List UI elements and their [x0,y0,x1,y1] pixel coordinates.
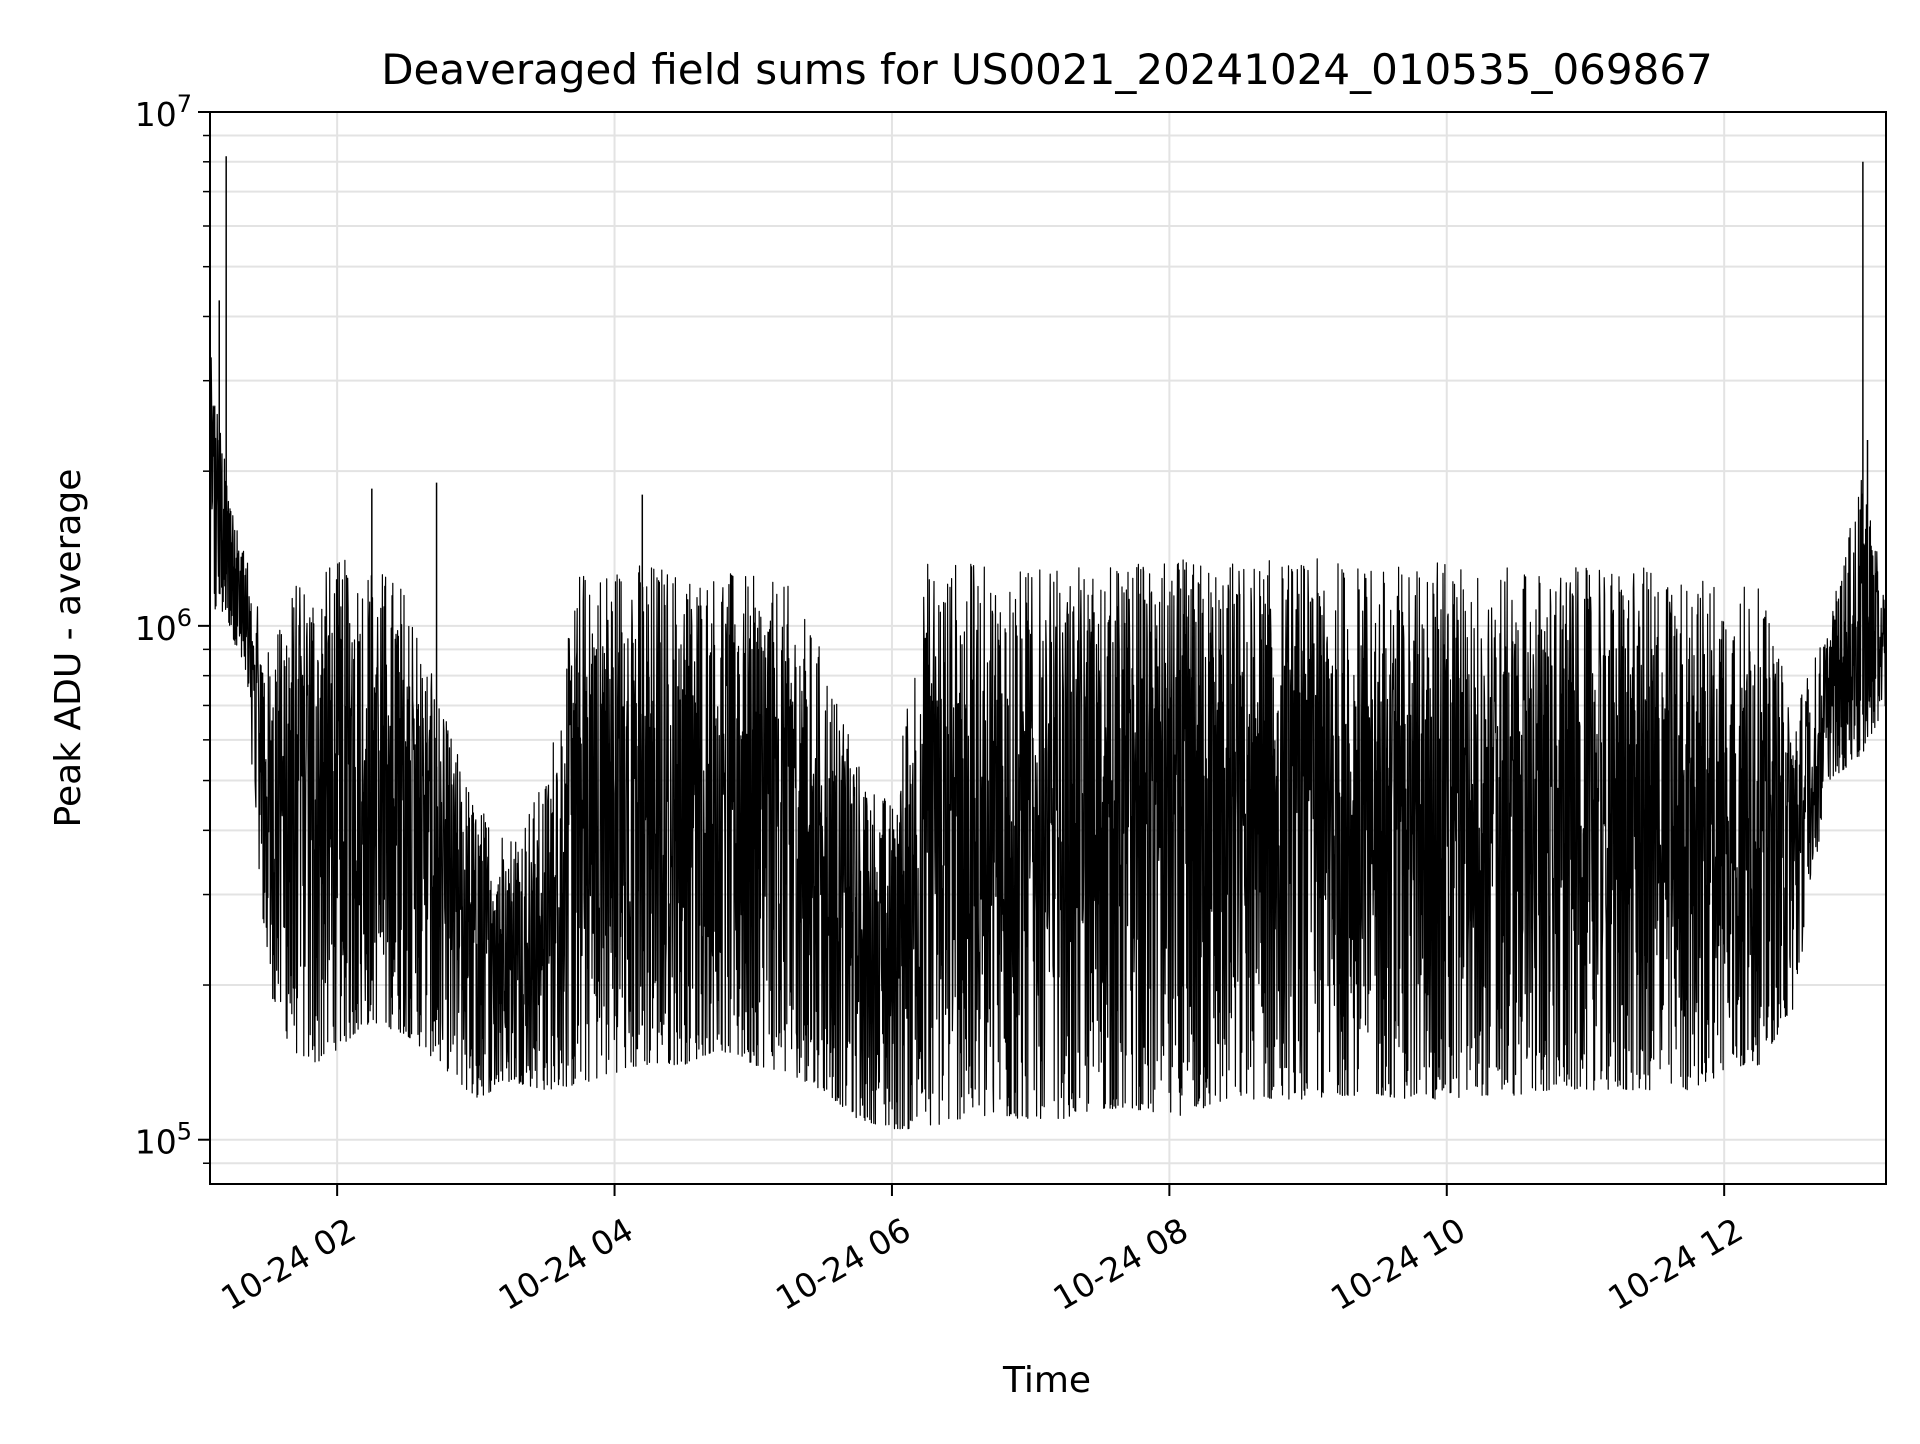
y-tick-label: 105 [135,1118,192,1162]
plot-frame [209,111,1887,1185]
y-tick-label: 107 [135,90,192,134]
chart-title: Deaveraged field sums for US0021_2024102… [381,45,1713,94]
series-line [210,357,1886,1130]
y-axis-label: Peak ADU - average [48,469,89,828]
series-layer [210,156,1886,1130]
y-tick-label: 106 [135,604,192,648]
x-axis-label: Time [1002,1360,1091,1401]
